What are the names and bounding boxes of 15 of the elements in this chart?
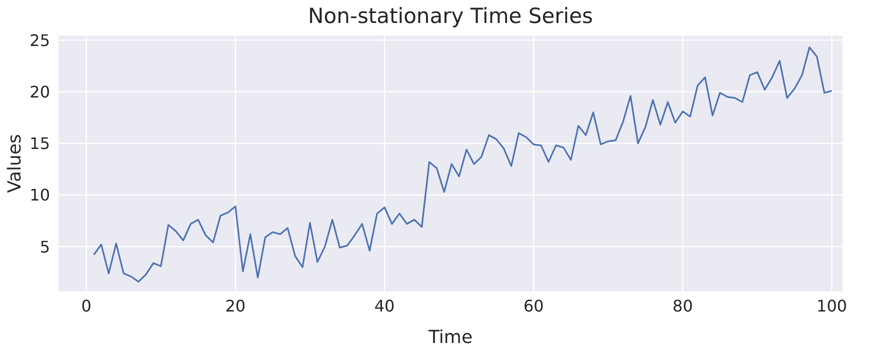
x-tick-label: 0	[81, 296, 92, 316]
y-axis-title: Values	[4, 134, 26, 193]
y-tick-label: 5	[40, 237, 50, 256]
y-tick-label: 25	[30, 30, 50, 50]
x-tick-label: 60	[523, 296, 544, 316]
x-axis-title: Time	[427, 327, 473, 347]
x-tick-label: 100	[816, 296, 848, 316]
x-tick-label: 20	[225, 296, 246, 316]
y-tick-label: 15	[30, 134, 50, 154]
y-tick-label: 10	[30, 186, 50, 205]
chart-title: Non-stationary Time Series	[307, 4, 594, 28]
x-tick-label: 80	[672, 296, 693, 316]
y-tick-label: 20	[30, 82, 50, 102]
x-tick-label: 40	[374, 296, 395, 316]
line-series	[92, 46, 833, 282]
